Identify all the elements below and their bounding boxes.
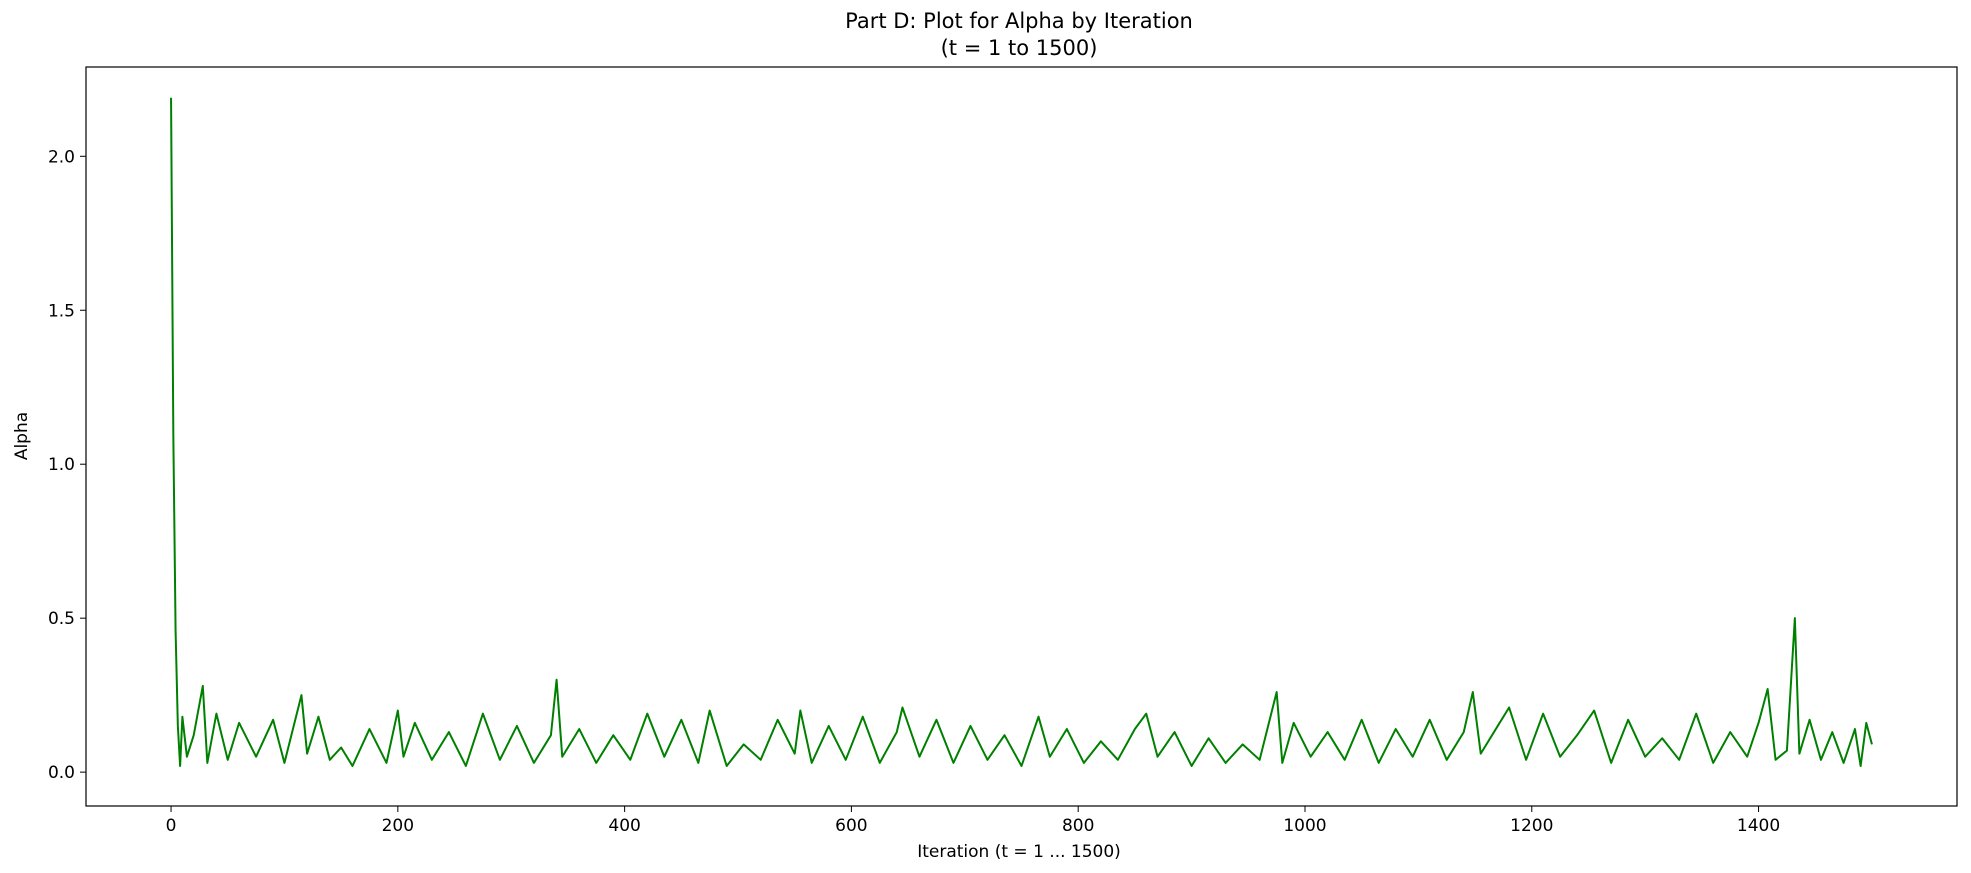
chart-title: Part D: Plot for Alpha by Iteration (845, 9, 1193, 33)
x-tick-label: 1000 (1283, 816, 1326, 836)
y-tick-label: 1.0 (48, 455, 75, 475)
plot-area-frame (85, 66, 1958, 807)
y-axis-label: Alpha (12, 412, 32, 460)
alpha-series-line (170, 97, 1873, 767)
x-tick-label: 800 (1062, 816, 1094, 836)
y-axis-ticks: 0.0 0.5 1.0 1.5 2.0 (48, 147, 86, 783)
x-tick-label: 1400 (1737, 816, 1780, 836)
x-tick-label: 200 (382, 816, 414, 836)
x-tick-label: 0 (166, 816, 177, 836)
y-tick-label: 0.5 (48, 609, 75, 629)
x-tick-label: 600 (835, 816, 867, 836)
x-axis-ticks: 0 200 400 600 800 1000 1200 1400 (166, 806, 1780, 836)
series-layer (170, 97, 1873, 767)
x-tick-label: 400 (608, 816, 640, 836)
x-axis-label: Iteration (t = 1 ... 1500) (917, 842, 1121, 862)
y-tick-label: 2.0 (48, 147, 75, 167)
chart-subtitle: (t = 1 to 1500) (941, 36, 1098, 60)
y-tick-label: 1.5 (48, 301, 75, 321)
y-tick-label: 0.0 (48, 763, 75, 783)
x-tick-label: 1200 (1510, 816, 1553, 836)
